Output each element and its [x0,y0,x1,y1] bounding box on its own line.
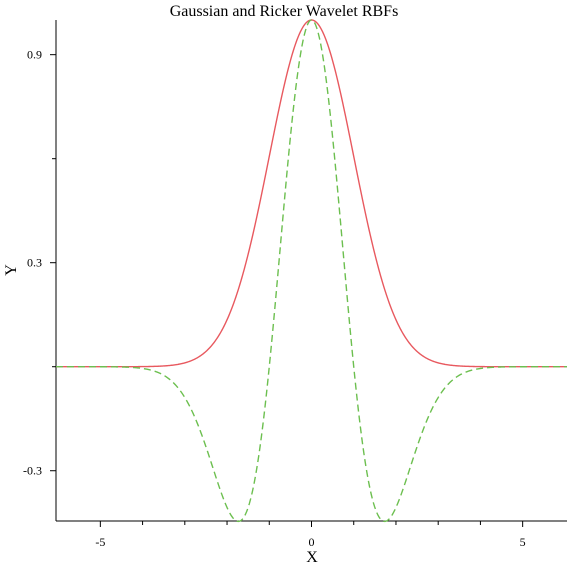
axes [55,20,567,522]
x-tick-label-0: -5 [95,535,105,549]
x-axis-label: X [306,549,318,566]
y-tick-label-0: 0.9 [27,48,42,62]
series-layer [56,19,567,523]
x-tick-label-2: 5 [520,535,526,549]
y-tick-label-2: -0.3 [23,464,42,478]
series-line-0 [56,19,567,368]
y-axis-label: Y [3,264,20,276]
x-tick-label-1: 0 [309,535,315,549]
series-line-1 [56,19,567,523]
y-tick-label-1: 0.3 [27,256,42,270]
ticks: -5 0 5 0.9 0.3 -0.3 [23,48,526,549]
chart-title: Gaussian and Ricker Wavelet RBFs [170,3,399,20]
